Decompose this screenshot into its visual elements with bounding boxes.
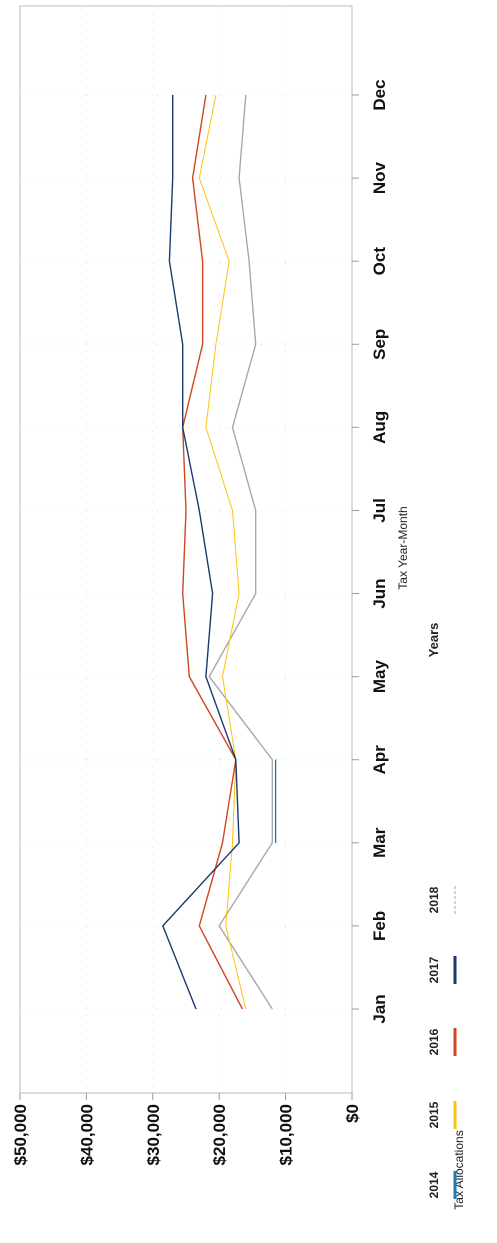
series-lines	[162, 94, 277, 1010]
y-tick-label: $30,000	[144, 1104, 163, 1165]
x-tick-label: Apr	[370, 745, 389, 775]
x-tick-label: Dec	[370, 79, 389, 110]
y-tick-label: $0	[343, 1104, 362, 1123]
series-line-2018	[208, 94, 273, 1010]
x-tick-label: Jul	[370, 498, 389, 523]
x-tick-label: Jun	[370, 578, 389, 608]
legend-title: Years	[426, 623, 441, 658]
x-tick-label: Jan	[370, 994, 389, 1023]
x-tick-label: Aug	[370, 411, 389, 444]
x-axis-ticks: Jan Feb Mar Apr May Jun Jul Aug Sep Oct Nov Dec	[352, 79, 389, 1024]
x-tick-label: Sep	[370, 329, 389, 360]
x-tick-label: Oct	[370, 247, 389, 276]
y-tick-label: $40,000	[77, 1104, 96, 1165]
x-tick-label: May	[370, 660, 389, 694]
gridlines	[20, 6, 352, 1093]
series-line-2015	[198, 94, 247, 1010]
plot-area	[19, 5, 353, 1094]
series-line-2017	[162, 95, 240, 1010]
legend-label-2016: 2016	[427, 1028, 441, 1055]
legend-label-2014: 2014	[427, 1171, 441, 1198]
y-tick-label: $20,000	[210, 1104, 229, 1165]
y-axis-ticks: $0 $10,000 $20,000 $30,000 $40,000 $50,000	[11, 1093, 362, 1165]
x-tick-label: Nov	[370, 161, 389, 194]
legend: 2014 2015 2016 2017 2018	[427, 886, 457, 1199]
x-tick-label: Feb	[370, 911, 389, 941]
legend-label-2015: 2015	[427, 1101, 441, 1128]
x-axis-label: Tax Year-Month	[396, 506, 410, 589]
series-line-2016	[181, 94, 244, 1010]
y-tick-label: $50,000	[11, 1104, 30, 1165]
y-tick-label: $10,000	[277, 1104, 296, 1165]
legend-label-2018: 2018	[427, 886, 441, 913]
x-tick-label: Mar	[370, 827, 389, 858]
legend-label-2017: 2017	[427, 956, 441, 983]
